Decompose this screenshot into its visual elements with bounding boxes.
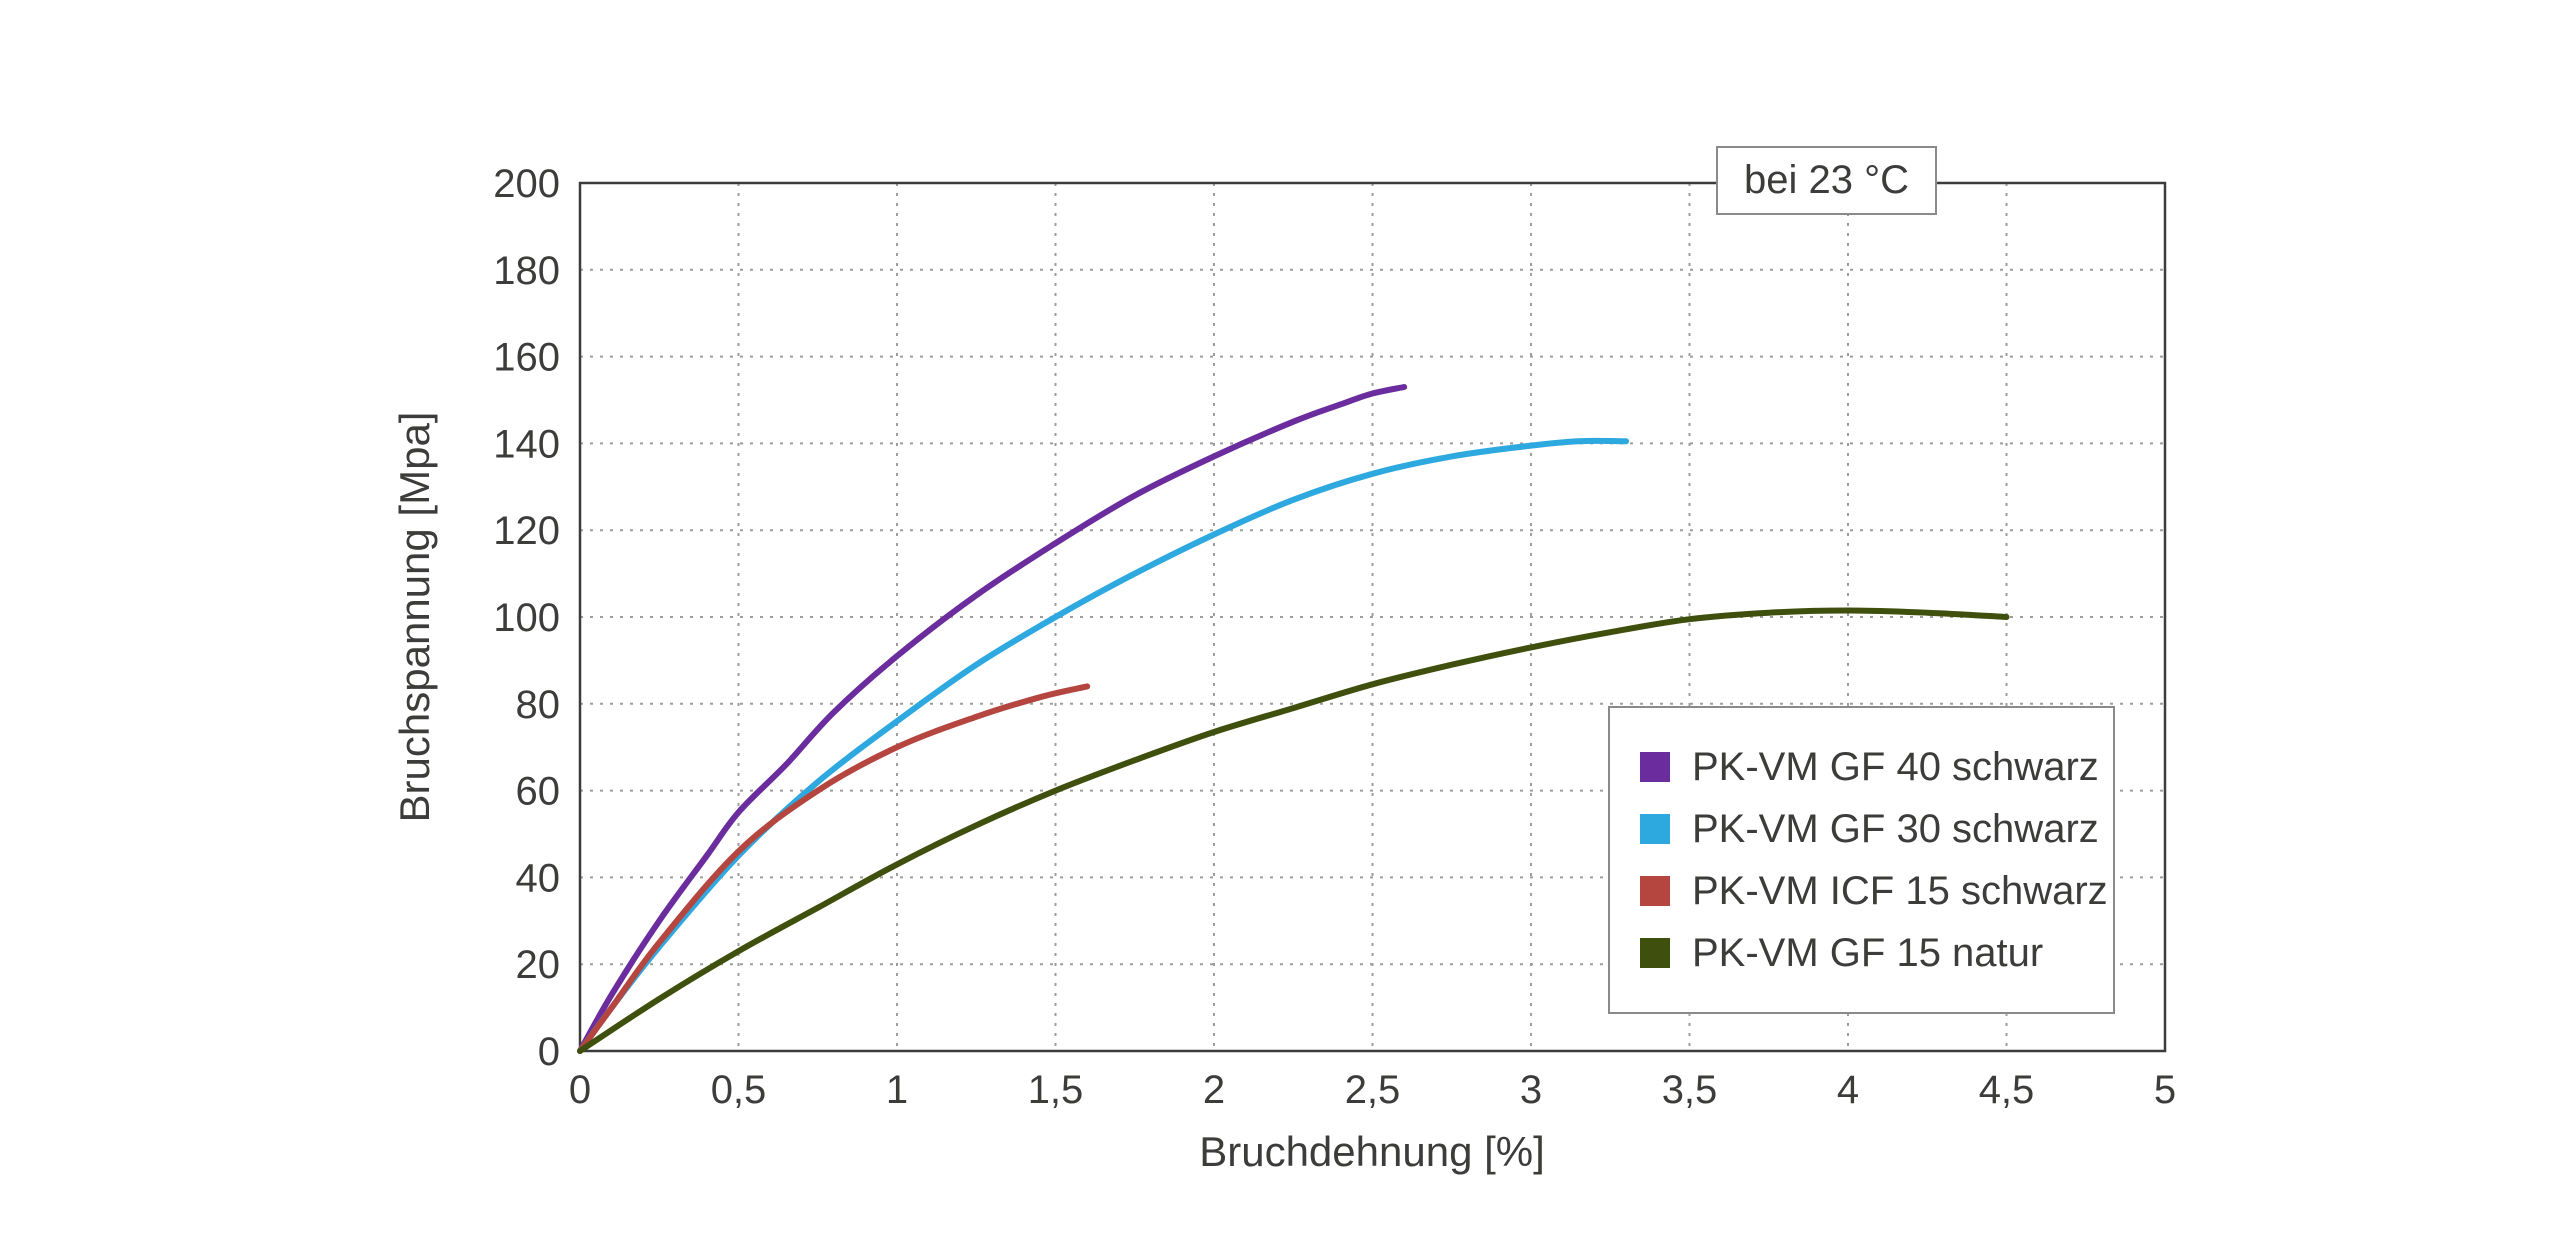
x-tick-label: 5 <box>2154 1068 2176 1112</box>
series-line-4 <box>577 607 2010 1054</box>
x-tick-label: 4,5 <box>1979 1068 2035 1112</box>
series-line-3 <box>577 683 1091 1054</box>
x-tick-label: 3 <box>1520 1068 1542 1112</box>
legend-item-1: PK-VM GF 40 schwarz <box>1640 736 2099 798</box>
temperature-annotation-text: bei 23 °C <box>1744 158 1909 202</box>
plot-frame <box>578 181 2167 1053</box>
legend-label: PK-VM GF 30 schwarz <box>1692 806 2099 851</box>
y-tick-label: 60 <box>516 770 561 814</box>
series-line-1 <box>577 384 1408 1054</box>
y-tick-label: 180 <box>493 249 560 293</box>
legend-item-4: PK-VM GF 15 natur <box>1640 922 2083 984</box>
series-line-2 <box>577 437 1630 1054</box>
x-tick-label: 1,5 <box>1028 1068 1084 1112</box>
x-tick-label: 1 <box>886 1068 908 1112</box>
legend: PK-VM GF 40 schwarz PK-VM GF 30 schwarz PK… <box>1608 706 2115 1014</box>
legend-swatch-icon <box>1640 752 1670 782</box>
temperature-annotation: bei 23 °C <box>1716 146 1937 215</box>
y-tick-label: 200 <box>493 162 560 206</box>
legend-item-2: PK-VM GF 30 schwarz <box>1640 798 2099 860</box>
legend-swatch-icon <box>1640 938 1670 968</box>
y-tick-label: 80 <box>516 683 561 727</box>
y-tick-label: 0 <box>538 1030 560 1074</box>
x-tick-label: 0,5 <box>711 1068 767 1112</box>
x-axis-title: Bruchdehnung [%] <box>1199 1128 1545 1175</box>
x-tick-label: 0 <box>569 1068 591 1112</box>
x-tick-label: 4 <box>1837 1068 1859 1112</box>
x-tick-label: 2,5 <box>1345 1068 1401 1112</box>
y-axis-title: Bruchspannung [Mpa] <box>391 411 438 823</box>
x-tick-label: 3,5 <box>1662 1068 1718 1112</box>
y-tick-label: 40 <box>516 856 561 900</box>
legend-item-3: PK-VM ICF 15 schwarz <box>1640 860 2108 922</box>
legend-label: PK-VM GF 40 schwarz <box>1692 744 2099 789</box>
legend-label: PK-VM ICF 15 schwarz <box>1692 868 2108 913</box>
legend-swatch-icon <box>1640 876 1670 906</box>
legend-label: PK-VM GF 15 natur <box>1692 930 2044 975</box>
y-tick-label: 100 <box>493 596 560 640</box>
y-tick-label: 140 <box>493 422 560 466</box>
y-tick-label: 160 <box>493 336 560 380</box>
y-tick-label: 120 <box>493 509 560 553</box>
x-tick-label: 2 <box>1203 1068 1225 1112</box>
y-tick-label: 20 <box>516 943 561 987</box>
legend-swatch-icon <box>1640 814 1670 844</box>
